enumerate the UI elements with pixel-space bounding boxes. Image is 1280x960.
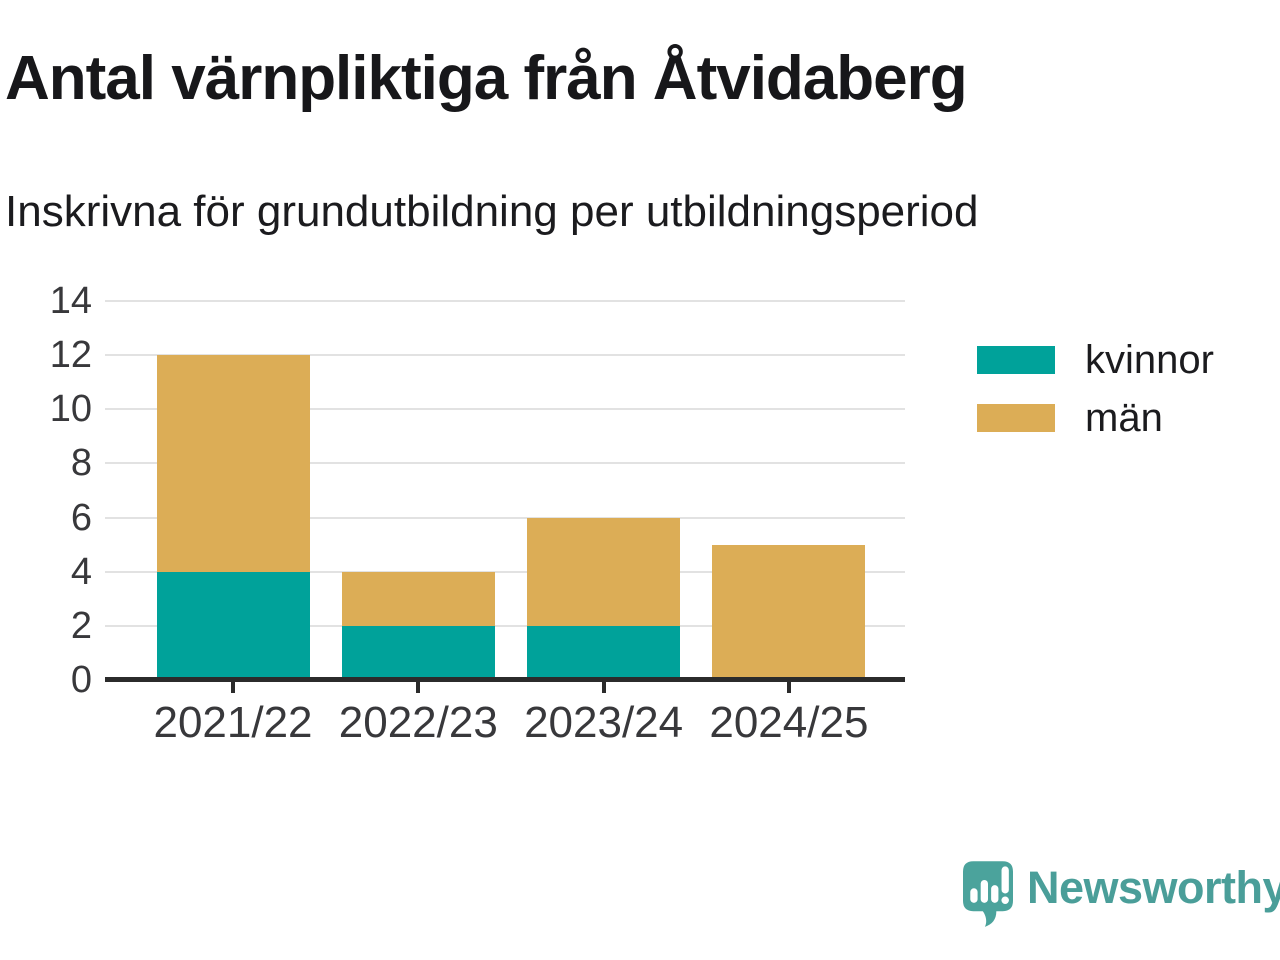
legend-swatch-män — [977, 404, 1055, 432]
bar-segment-män — [156, 355, 310, 572]
grid-line — [105, 408, 905, 411]
newsworthy-speech-bubble-icon — [963, 861, 1013, 927]
legend: kvinnor män — [977, 338, 1214, 440]
y-axis-tick-labels: 0 2 4 6 8 10 12 14 — [0, 282, 92, 699]
legend-item: kvinnor — [977, 338, 1214, 382]
y-tick-label: 4 — [70, 550, 92, 593]
x-axis-tick-labels: 2021/22 2022/23 2023/24 2024/25 — [105, 685, 905, 745]
bar-segment-kvinnor — [527, 625, 681, 680]
x-axis-tick — [416, 682, 421, 693]
x-axis-tick — [601, 682, 606, 693]
x-axis-tick — [231, 682, 235, 693]
bar-segment-män — [712, 544, 866, 680]
y-tick-label: 8 — [70, 442, 92, 485]
plot-area — [105, 300, 905, 693]
grid-line — [105, 462, 905, 465]
bar-segment-män — [527, 517, 681, 626]
legend-item: män — [977, 396, 1214, 440]
y-tick-label: 10 — [49, 388, 92, 431]
legend-label: kvinnor — [1085, 338, 1214, 382]
x-axis-tick — [786, 682, 791, 693]
y-tick-label: 0 — [70, 659, 92, 701]
newsworthy-logo: Newsworthy — [963, 861, 1280, 927]
x-tick-label: 2024/25 — [709, 698, 869, 747]
newsworthy-logo-text: Newsworthy — [1027, 862, 1280, 913]
grid-line — [105, 354, 905, 357]
y-tick-label: 2 — [70, 604, 92, 647]
x-tick-label: 2022/23 — [338, 698, 498, 747]
grid-line — [105, 516, 905, 519]
y-tick-label: 14 — [49, 280, 92, 322]
y-tick-label: 6 — [70, 496, 92, 539]
grid-line — [105, 624, 905, 627]
x-tick-label: 2023/24 — [524, 698, 684, 747]
chart-title: Antal värnpliktiga från Åtvidaberg — [5, 44, 968, 113]
chart-subtitle: Inskrivna för grundutbildning per utbild… — [5, 187, 979, 236]
x-axis-line — [105, 677, 905, 682]
legend-label: män — [1085, 396, 1163, 440]
bar-segment-män — [341, 571, 495, 626]
grid-line — [105, 300, 905, 302]
x-tick-label: 2021/22 — [153, 698, 313, 747]
legend-swatch-kvinnor — [977, 346, 1055, 374]
bar-segment-kvinnor — [156, 571, 310, 680]
y-tick-label: 12 — [49, 334, 92, 377]
bar-segment-kvinnor — [341, 625, 495, 680]
grid-line — [105, 570, 905, 573]
